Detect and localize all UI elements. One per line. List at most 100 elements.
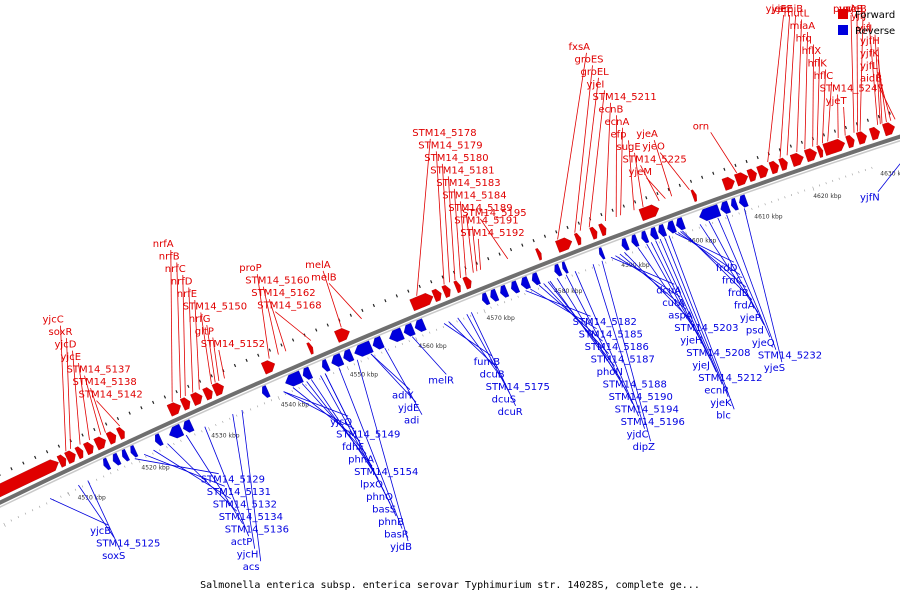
feature-mark (395, 294, 398, 298)
reverse-gene-label: STM14_5194 (615, 405, 679, 416)
forward-label-leader (268, 299, 287, 352)
kbp-minor-tick (277, 396, 280, 401)
kbp-minor-tick (497, 303, 499, 306)
reverse-gene-label: yjcH (237, 550, 259, 561)
reverse-gene (372, 335, 385, 350)
feature-mark (633, 200, 637, 204)
forward-gene-label: yjcE (61, 352, 82, 363)
forward-gene-label: melA (305, 260, 331, 271)
kbp-minor-tick (194, 433, 196, 436)
reverse-gene (389, 327, 405, 343)
kbp-minor-tick (442, 325, 445, 329)
forward-gene (74, 446, 84, 460)
forward-label-leader (856, 14, 858, 132)
kbp-minor-tick (858, 171, 860, 174)
feature-mark (667, 187, 670, 192)
forward-gene-label: STM14_5160 (245, 276, 309, 287)
kbp-minor-tick (777, 198, 779, 201)
kbp-minor-tick (367, 357, 369, 360)
kbp-tick-label: 4530 kbp (211, 433, 239, 440)
forward-label-leader (477, 238, 481, 270)
forward-gene (409, 293, 434, 312)
reverse-label-leader (204, 426, 250, 537)
reverse-gene-label: STM14_5149 (336, 430, 400, 441)
feature-mark (566, 225, 569, 230)
forward-label-leader (874, 34, 881, 125)
kbp-minor-tick (415, 337, 418, 342)
forward-label-leader (877, 47, 883, 124)
kbp-tick-label: 4600 kbp (688, 237, 716, 244)
forward-gene (638, 204, 660, 221)
reverse-gene (650, 226, 660, 240)
reverse-gene-label: STM14_5203 (674, 323, 738, 334)
forward-gene-label: STM14_5179 (418, 140, 482, 151)
kbp-minor-tick (711, 221, 714, 224)
forward-gene-label: gltP (195, 327, 214, 338)
forward-gene-label: hflK (808, 59, 828, 70)
kbp-minor-tick (672, 236, 674, 239)
feature-mark (210, 374, 213, 378)
forward-label-leader (90, 387, 106, 433)
reverse-gene-label: yjeJ (692, 360, 710, 371)
kbp-minor-tick (832, 179, 834, 183)
reverse-gene-label: fdhF (342, 442, 364, 453)
reverse-label-leader (87, 480, 121, 551)
forward-label-leader (779, 14, 790, 158)
feature-mark (555, 230, 558, 234)
kbp-minor-tick (319, 378, 321, 381)
forward-label-leader (827, 81, 832, 142)
forward-gene-label: nrfG (189, 314, 211, 325)
reverse-gene-label: STM14_5212 (698, 373, 762, 384)
forward-label-leader (579, 77, 599, 231)
kbp-minor-tick (517, 295, 519, 298)
reverse-gene-label: yjeP (740, 313, 761, 324)
kbp-minor-tick (408, 340, 410, 343)
forward-gene-label: soxR (49, 327, 73, 338)
kbp-minor-tick (374, 354, 376, 357)
genome-backbone (0, 134, 900, 505)
reverse-gene-label: phnA (348, 455, 374, 466)
reverse-label-leader (637, 247, 699, 335)
reverse-label-leader (49, 498, 109, 526)
kbp-minor-tick (871, 166, 873, 169)
kbp-minor-tick (291, 390, 293, 393)
forward-label-leader (176, 262, 181, 399)
kbp-minor-tick (698, 226, 700, 229)
reverse-gene (169, 423, 185, 439)
feature-mark (756, 155, 759, 160)
forward-label-leader (767, 14, 784, 163)
feature-mark (888, 111, 891, 115)
reverse-gene-label: yjeH (680, 335, 702, 346)
reverse-gene (631, 234, 640, 248)
kbp-minor-tick (804, 189, 806, 192)
kbp-minor-tick (658, 241, 660, 244)
forward-label-leader (60, 325, 67, 452)
forward-gene-label: groES (575, 54, 604, 65)
feature-mark (233, 363, 237, 368)
reverse-gene (403, 322, 416, 337)
reverse-gene-label: STM14_5187 (591, 355, 655, 366)
reverse-label-leader (659, 238, 723, 385)
reverse-gene-label: STM14_5134 (219, 512, 283, 523)
reverse-gene (731, 197, 739, 211)
reverse-gene-label: yjfN (860, 193, 880, 204)
kbp-minor-tick (249, 408, 252, 411)
kbp-minor-tick (797, 191, 799, 194)
forward-gene-label: efp (611, 129, 627, 140)
forward-gene (93, 436, 106, 451)
feature-mark (372, 303, 375, 308)
forward-label-leader (206, 324, 216, 383)
reverse-gene-label: dcuR (498, 407, 523, 418)
legend-reverse-swatch (838, 25, 848, 35)
kbp-minor-tick (435, 328, 438, 331)
label-leader-lines (49, 14, 900, 562)
reverse-gene (621, 237, 630, 251)
reverse-gene-label: acs (243, 562, 260, 573)
feature-mark (600, 212, 603, 217)
kbp-minor-tick (771, 200, 773, 203)
reverse-gene (482, 292, 491, 306)
kbp-minor-tick (757, 205, 760, 208)
feature-mark (384, 299, 387, 303)
